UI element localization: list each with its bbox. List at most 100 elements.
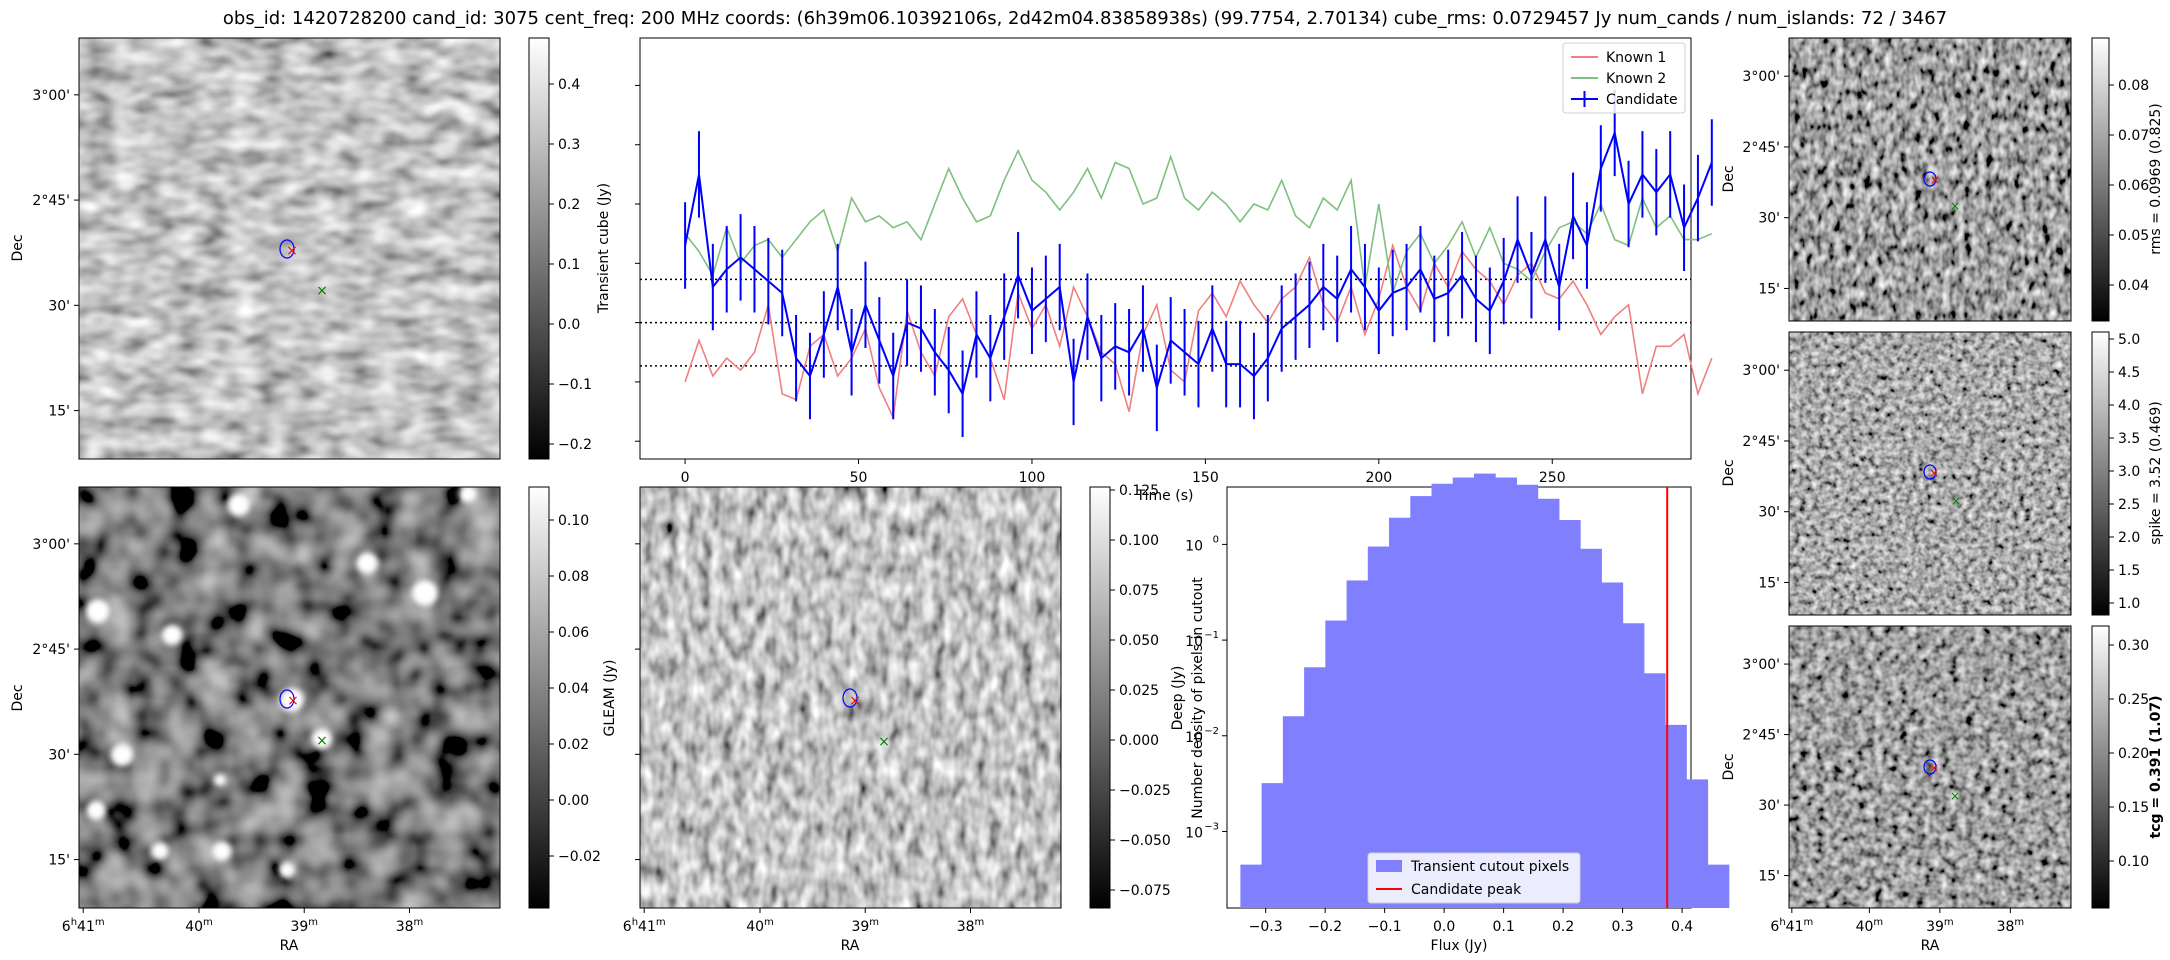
hist-xtick-label-3: 0.0 — [1433, 919, 1455, 935]
ra-ticks-gleam: 6h41m 40m 39m 38m — [62, 908, 423, 935]
hist-bar-20 — [1665, 724, 1687, 908]
hist-bar-13 — [1516, 484, 1539, 908]
deep-ra-tick-value-2: 39 — [851, 919, 869, 935]
deep-cb-tick-label-1: 0.100 — [1119, 533, 1159, 549]
hist-xtick-label-0: −0.3 — [1249, 919, 1283, 935]
colorbar-label-deep: Deep (Jy) — [1170, 666, 1186, 731]
deep-ra-h-unit: h — [632, 917, 638, 928]
lc-xtick-label-5: 250 — [1539, 470, 1566, 486]
tcg-ra-tick-unit-3: m — [2014, 917, 2024, 928]
tcg-ra-minutes: 41 — [1786, 919, 1804, 935]
panel-histogram: −0.3 −0.2 −0.1 0.0 0.1 0.2 0.3 0.4 10 010 −110 −21… — [1185, 473, 1730, 954]
hist-ytick-base-3: 10 — [1185, 825, 1203, 841]
gleam-ra-h-unit: h — [71, 917, 77, 928]
histogram-legend: Transient cutout pixels Candidate peak — [1367, 852, 1581, 904]
hist-bar-3 — [1304, 667, 1326, 908]
cube-dec-tick-label-1: 2°45' — [32, 193, 70, 209]
tcg-candidate-ellipse — [1923, 759, 1937, 775]
dec-ticks-deep — [635, 543, 640, 861]
dec-ticks-cube: 3°00' 2°45' 30' 15' — [32, 88, 79, 420]
hist-ytick-label-1: 10 — [1185, 634, 1203, 650]
gleam-sources — [86, 485, 477, 878]
spike-candidate-x: × — [1929, 466, 1939, 480]
deep-cb-tick-label-4: 0.025 — [1119, 683, 1159, 699]
spike-cb-tick-label-1: 4.5 — [2118, 365, 2140, 381]
candidate-x-marker: × — [286, 243, 298, 259]
colorbar-ticks-rms: 0.08 0.07 0.06 0.05 0.04 — [2109, 78, 2149, 294]
cube-dec-tick-label-2: 30' — [48, 298, 70, 314]
colorbar-ticks-spike: 5.0 4.5 4.0 3.5 3.0 2.5 2.0 1.5 1.0 — [2109, 332, 2140, 612]
gleam-dec-tick-label-3: 15' — [48, 853, 70, 869]
tcg-ra-tick-value-2: 39 — [1926, 919, 1944, 935]
cube-cb-tick-label-6: −0.2 — [558, 437, 592, 453]
spike-image — [1789, 332, 2071, 615]
ra-ticks-tcg: 6h41m 40m 39m 38m — [1770, 908, 2024, 935]
rms-dec-tick-label-2: 30' — [1758, 211, 1780, 227]
rms-frame — [1788, 37, 2072, 322]
spike-cb-tick-label-3: 3.5 — [2118, 431, 2140, 447]
spike-cb-tick-label-0: 5.0 — [2118, 332, 2140, 348]
spike-cb-tick-label-2: 4.0 — [2118, 398, 2140, 414]
spike-dec-tick-label-2: 30' — [1758, 505, 1780, 521]
rms-cb-tick-label-0: 0.08 — [2118, 78, 2149, 94]
hist-ytick-exp-0: 0 — [1213, 534, 1219, 545]
spike-known-x: × — [1951, 494, 1961, 508]
hist-bar-15 — [1558, 519, 1581, 908]
lc-xtick-label-4: 200 — [1365, 470, 1392, 486]
legend-box — [1562, 42, 1686, 114]
colorbar-ticks-gleam: 0.10 0.08 0.06 0.04 0.02 0.00 −0.02 — [549, 513, 601, 865]
legend-label-known1: Known 1 — [1606, 50, 1666, 66]
spike-cb-tick-label-5: 2.5 — [2118, 497, 2140, 513]
tcg-ra-h-unit: h — [1779, 917, 1785, 928]
deep-cb-tick-label-3: 0.050 — [1119, 633, 1159, 649]
gleam-ra-hours: 6 — [62, 919, 71, 935]
hist-bar-19 — [1643, 673, 1666, 908]
cube-cb-tick-label-3: 0.1 — [558, 257, 580, 273]
tcg-ra-tick-value-3: 38 — [1997, 919, 2015, 935]
cube-cb-tick-label-5: −0.1 — [558, 377, 592, 393]
spike-colorbar — [2091, 331, 2110, 616]
gleam-ra-tick-label-2: 39m — [290, 917, 318, 935]
rms-dec-tick-label-3: 15' — [1758, 281, 1780, 297]
hist-ytick-base-0: 10 — [1185, 538, 1203, 554]
gleam-dec-tick-label-1: 2°45' — [32, 642, 70, 658]
ra-axis-label-deep: RA — [841, 938, 860, 954]
colorbar-label-tcg: tcg = 0.391 (1.07) — [2148, 696, 2164, 839]
tcg-dec-tick-label-3: 15' — [1758, 869, 1780, 885]
hist-xtick-label-5: 0.2 — [1552, 919, 1574, 935]
gleam-cb-tick-label-3: 0.04 — [558, 681, 589, 697]
transient-cube-colorbar — [528, 37, 550, 460]
colorbar-label-rms: rms = 0.0969 (0.825) — [2148, 103, 2164, 255]
colorbar-ticks-cube: 0.4 0.3 0.2 0.1 0.0 −0.1 −0.2 — [549, 77, 592, 453]
lightcurve-legend: Known 1 Known 2 Candidate — [1562, 42, 1686, 114]
deep-colorbar — [1089, 486, 1111, 909]
hist-xtick-label-4: 0.1 — [1492, 919, 1514, 935]
gleam-ra-tick-value-2: 39 — [290, 919, 308, 935]
hist-bar-12 — [1495, 477, 1517, 908]
hist-bar-1 — [1261, 783, 1284, 908]
deep-ra-tick-value-3: 38 — [957, 919, 975, 935]
tcg-dec-tick-label-0: 3°00' — [1742, 657, 1780, 673]
hist-bar-6 — [1367, 546, 1390, 908]
cube-cb-tick-label-1: 0.3 — [558, 137, 580, 153]
spike-dec-tick-label-1: 2°45' — [1742, 434, 1780, 450]
dec-axis-label-gleam: Dec — [10, 684, 26, 711]
hist-bar-18 — [1622, 623, 1645, 908]
gleam-cb-tick-label-5: 0.00 — [558, 793, 589, 809]
panel-rms: 3°00'2°45'30'15' Dec × × 0.080.070.060.0… — [1721, 37, 2164, 322]
colorbar-label-spike: spike = 3.52 (0.469) — [2148, 401, 2164, 545]
lightcurve-y-ticks — [635, 84, 640, 442]
rms-candidate-ellipse — [1923, 171, 1937, 187]
spike-cb-tick-label-8: 1.0 — [2118, 596, 2140, 612]
hist-bar-2 — [1282, 716, 1305, 908]
figure-title: obs_id: 1420728200 cand_id: 3075 cent_fr… — [223, 8, 1947, 29]
tcg-candidate-x: × — [1929, 761, 1939, 775]
deep-ra-tick-unit-1: m — [764, 917, 774, 928]
gleam-candidate-ellipse — [279, 689, 295, 709]
cube-cb-tick-label-4: 0.0 — [558, 317, 580, 333]
deep-cb-tick-label-2: 0.075 — [1119, 583, 1159, 599]
colorbar-ticks-tcg: 0.30 0.25 0.20 0.15 0.10 — [2109, 638, 2149, 870]
deep-cb-tick-label-0: 0.125 — [1119, 483, 1159, 499]
histogram-legend-box — [1367, 852, 1581, 904]
deep-candidate-x: × — [849, 693, 861, 709]
